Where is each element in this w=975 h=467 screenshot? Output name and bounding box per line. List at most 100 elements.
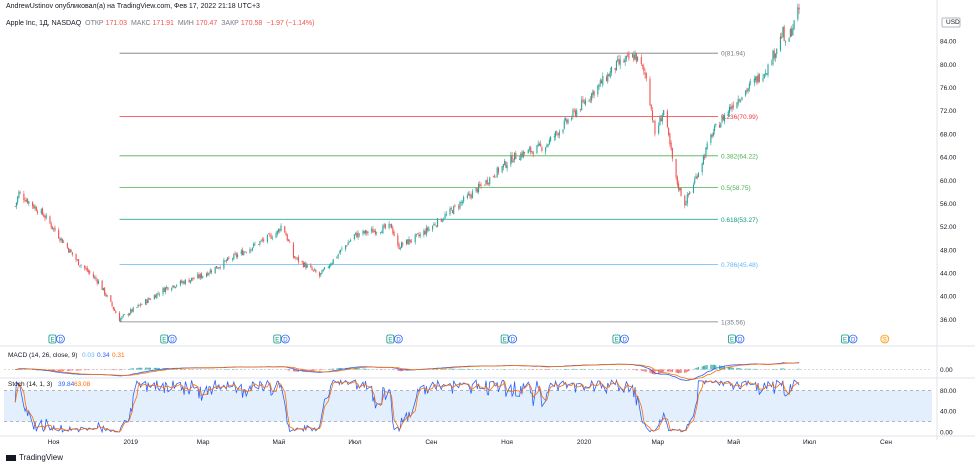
symbol-text[interactable]: Apple Inc, 1Д, NASDAQ (6, 20, 82, 27)
candle-body (582, 99, 584, 102)
candle-body (304, 262, 306, 267)
candle-body (696, 176, 698, 179)
candle-body (705, 147, 707, 157)
stoch-y-tick: 0.00 (940, 430, 953, 437)
candle-body (644, 72, 646, 74)
event-marker-e[interactable]: E (841, 334, 849, 344)
candle-body (327, 267, 329, 268)
candle-body (243, 251, 245, 256)
candle-body (371, 228, 373, 232)
candle-body (321, 270, 323, 274)
candle-body (202, 276, 204, 278)
candle-body (292, 243, 295, 258)
candle-body (97, 280, 99, 284)
event-marker-e[interactable]: E (273, 334, 282, 344)
candle-body (266, 234, 268, 242)
earnings-icon (273, 334, 282, 344)
earnings-icon (841, 334, 849, 344)
candle-body (155, 295, 157, 298)
candle-body (685, 203, 687, 206)
candle-body (269, 234, 271, 236)
fib-level-label: 0.786(45.48) (721, 262, 758, 269)
event-marker-letter: E (275, 338, 279, 344)
candle-body (14, 206, 16, 207)
event-marker-d[interactable]: D (620, 334, 629, 344)
candle-body (635, 52, 637, 62)
candle-body (737, 98, 739, 104)
candle-body (788, 37, 790, 42)
candle-body (236, 254, 239, 257)
event-marker-d[interactable]: D (735, 334, 745, 344)
candle-body (235, 253, 237, 257)
candle-body (224, 260, 226, 262)
candle-body (105, 293, 107, 297)
candle-body (562, 129, 564, 133)
candle-body (591, 93, 593, 101)
candle-body (341, 248, 343, 250)
event-marker-s[interactable]: S (880, 334, 890, 344)
dividend-icon (848, 334, 858, 344)
candle-body (697, 172, 700, 178)
candle-body (54, 227, 56, 231)
event-marker-d[interactable]: D (280, 334, 290, 344)
candle-body (162, 287, 164, 294)
candle-body (494, 175, 496, 177)
candle-body (80, 265, 82, 266)
candle-body (727, 111, 729, 116)
candle-body (427, 227, 429, 231)
candle-body (528, 148, 531, 150)
candle-body (767, 64, 769, 75)
event-marker-d[interactable]: D (848, 334, 858, 344)
y-tick-label: 56.00 (940, 201, 957, 208)
stoch-y-tick: 40.00 (940, 409, 957, 416)
event-marker-e[interactable]: E (48, 334, 57, 344)
low-label: МИН (177, 20, 194, 27)
candle-body (415, 233, 418, 235)
candle-body (280, 225, 282, 231)
event-marker-e[interactable]: E (728, 334, 736, 344)
candle-body (32, 201, 34, 207)
candle-body (536, 145, 538, 154)
stoch-value-k: 39.84 (58, 381, 75, 388)
event-marker-e[interactable]: E (500, 334, 509, 344)
y-tick-label: 48.00 (940, 247, 957, 254)
event-marker-d[interactable]: D (393, 334, 403, 344)
event-marker-d[interactable]: D (56, 334, 65, 344)
candle-body (532, 152, 534, 155)
candle-body (150, 299, 152, 300)
candle-body (553, 136, 555, 138)
event-marker-letter: E (50, 338, 54, 344)
tradingview-logo[interactable]: TradingView (6, 453, 63, 462)
event-marker-d[interactable]: D (167, 334, 177, 344)
candle-body (77, 259, 80, 266)
candle-body (715, 124, 717, 126)
candle-body (593, 90, 595, 96)
candle-body (510, 155, 512, 165)
candle-body (164, 287, 167, 293)
event-marker-e[interactable]: E (386, 334, 395, 344)
event-marker-e[interactable]: E (612, 334, 621, 344)
candle-body (277, 229, 280, 232)
event-marker-d[interactable]: D (508, 334, 518, 344)
candle-body (336, 257, 338, 259)
candle-body (772, 50, 774, 65)
candle-body (241, 249, 244, 256)
event-marker-e[interactable]: E (160, 334, 169, 344)
candle-body (233, 254, 235, 260)
candle-body (302, 262, 304, 268)
candle-body (198, 274, 200, 278)
candle-body (722, 115, 724, 121)
candle-body (581, 100, 583, 111)
candle-body (602, 75, 604, 85)
candle-body (158, 294, 160, 295)
candle-body (584, 100, 586, 105)
candle-body (676, 176, 678, 185)
candle-body (123, 314, 126, 315)
candle-body (137, 304, 139, 307)
candle-body (23, 193, 25, 200)
candle-body (49, 216, 51, 224)
macd-value-3: 0.31 (112, 352, 125, 359)
candle-body (745, 90, 747, 96)
high-label: МАКС (130, 20, 151, 27)
